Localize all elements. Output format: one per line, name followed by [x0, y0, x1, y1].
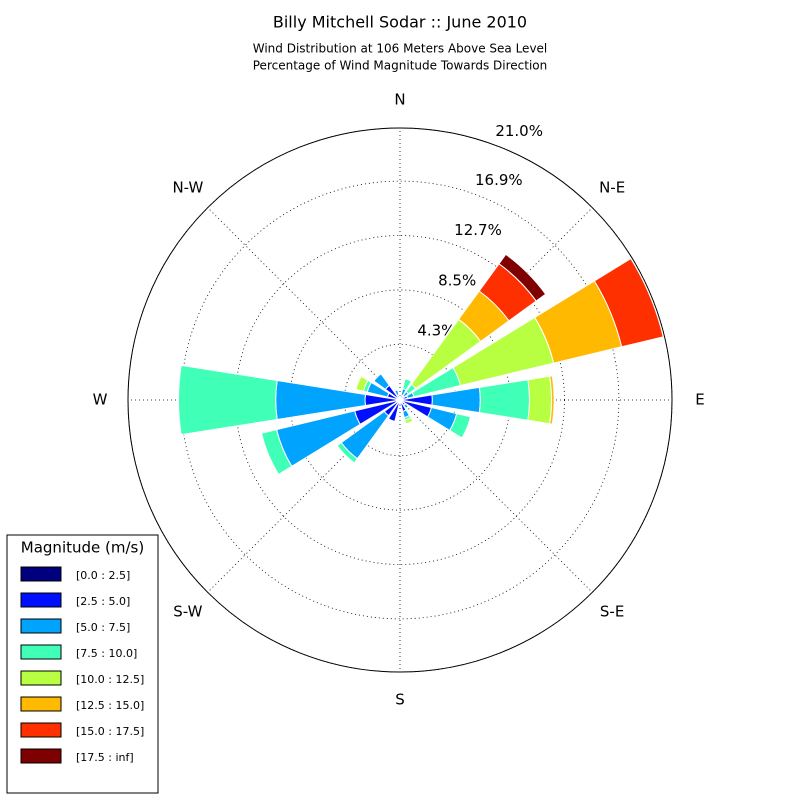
legend-label: [0.0 : 2.5]	[76, 569, 130, 582]
wind-bar	[355, 375, 369, 392]
legend-label: [7.5 : 10.0]	[76, 647, 137, 660]
grid-spoke	[399, 399, 593, 593]
legend-swatch	[20, 696, 62, 712]
direction-label: N-E	[599, 178, 625, 196]
wind-bar	[498, 253, 547, 302]
legend-swatch	[20, 722, 62, 738]
direction-label: S-W	[173, 603, 202, 621]
wind-bar	[404, 416, 414, 425]
legend-label: [15.0 : 17.5]	[76, 725, 144, 738]
r-tick-label: 8.5%	[438, 271, 476, 289]
polar-frame	[127, 127, 673, 673]
wind-bar	[260, 429, 293, 476]
direction-label: N-W	[172, 178, 203, 196]
direction-label: N	[394, 91, 405, 109]
wind-bar	[549, 375, 555, 425]
direction-label: E	[695, 391, 704, 409]
legend-label: [2.5 : 5.0]	[76, 595, 130, 608]
legend-swatch	[20, 670, 62, 686]
grid-circle	[180, 180, 620, 620]
direction-label: S	[395, 691, 405, 709]
r-tick-label: 21.0%	[495, 122, 543, 140]
legend-label: [17.5 : inf]	[76, 751, 134, 764]
wind-bar	[478, 379, 530, 421]
chart-subtitle: Percentage of Wind Magnitude Towards Dir…	[253, 59, 547, 73]
legend-swatch	[20, 592, 62, 608]
grid-spoke	[207, 207, 401, 401]
wind-bar	[402, 377, 413, 391]
wind-bar	[373, 373, 391, 391]
wind-bar	[449, 413, 472, 439]
legend-swatch	[20, 618, 62, 634]
wind-bar	[403, 403, 410, 410]
grid-spoke	[207, 399, 401, 593]
r-tick-label: 16.9%	[475, 171, 523, 189]
wind-bar	[178, 364, 278, 436]
direction-label: S-E	[600, 603, 624, 621]
legend-swatch	[20, 748, 62, 764]
legend-swatch	[20, 644, 62, 660]
wind-bar	[593, 257, 664, 348]
direction-label: W	[93, 391, 108, 409]
chart-subtitle: Wind Distribution at 106 Meters Above Se…	[253, 42, 548, 56]
chart-title: Billy Mitchell Sodar :: June 2010	[273, 13, 527, 32]
r-tick-label: 4.3%	[417, 322, 455, 340]
wind-bar	[336, 441, 359, 464]
wind-bar	[527, 375, 552, 425]
legend-swatch	[20, 566, 62, 582]
wind-bar	[393, 389, 400, 397]
legend-label: [10.0 : 12.5]	[76, 673, 144, 686]
legend-title: Magnitude (m/s)	[21, 539, 144, 557]
r-tick-label: 12.7%	[454, 221, 502, 239]
legend-label: [12.5 : 15.0]	[76, 699, 144, 712]
legend-label: [5.0 : 7.5]	[76, 621, 130, 634]
